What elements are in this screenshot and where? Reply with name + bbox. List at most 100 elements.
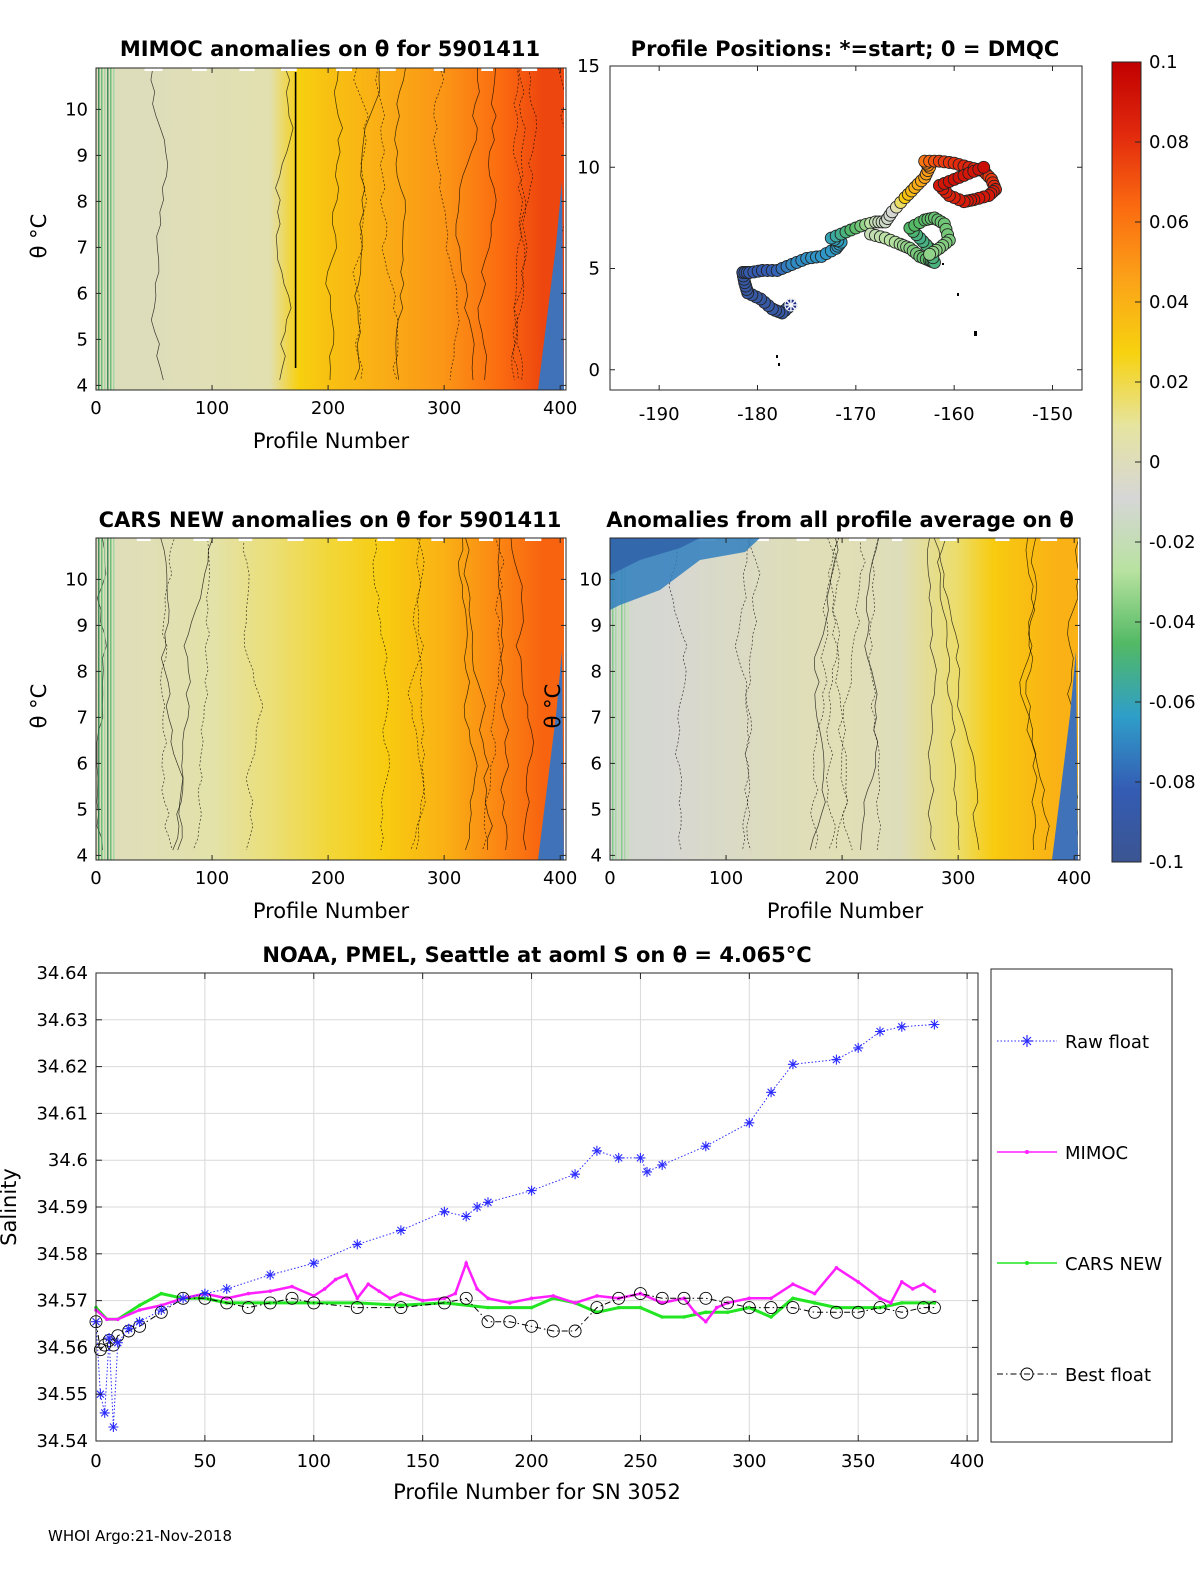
y-tick-label: 8 xyxy=(77,191,88,212)
mimoc-marker xyxy=(551,1294,556,1298)
axes-box-average xyxy=(609,537,1081,861)
top-notch xyxy=(1040,538,1058,541)
y-tick-label: 4 xyxy=(77,845,88,866)
y-tick-label: 34.56 xyxy=(36,1337,88,1358)
mimoc-marker xyxy=(812,1291,817,1296)
mimoc-marker xyxy=(399,1291,403,1296)
top-notch xyxy=(431,538,444,541)
y-tick-label: 9 xyxy=(77,615,88,636)
top-notch xyxy=(521,68,538,71)
edge-streak-left xyxy=(110,68,112,390)
raw-float-marker xyxy=(178,1293,189,1304)
mimoc-marker xyxy=(747,1296,752,1301)
best-float-marker xyxy=(829,1305,843,1319)
y-tick-label: 0 xyxy=(589,360,600,381)
mimoc-marker xyxy=(889,1301,893,1305)
top-notch xyxy=(995,538,1010,541)
best-float-marker xyxy=(655,1291,669,1305)
top-notch xyxy=(754,538,769,541)
raw-float-marker xyxy=(308,1258,319,1269)
mimoc-marker xyxy=(290,1284,294,1289)
raw-float-marker xyxy=(265,1269,276,1280)
raw-float-marker xyxy=(395,1225,406,1236)
y-tick-label: 4 xyxy=(591,845,602,866)
mimoc-marker xyxy=(475,1287,479,1291)
contour-line xyxy=(455,67,480,381)
top-notch xyxy=(479,538,494,541)
edge-streak-left xyxy=(107,538,109,860)
ylabel-salinity: Salinity xyxy=(0,1168,21,1246)
edge-streak-left xyxy=(621,538,623,860)
contour-line xyxy=(352,67,369,381)
x-tick-label: 300 xyxy=(427,868,461,889)
mimoc-marker xyxy=(116,1317,120,1322)
salinity-grid xyxy=(95,972,978,1442)
edge-streak-left xyxy=(101,538,103,860)
contour-line xyxy=(927,537,937,851)
y-tick-label: 5 xyxy=(77,329,88,350)
best-float-marker xyxy=(568,1324,582,1338)
mimoc-marker xyxy=(137,1308,142,1312)
contour-line xyxy=(809,537,839,851)
mimoc-marker xyxy=(791,1282,795,1286)
y-tick-label: 9 xyxy=(77,145,88,166)
contour-line xyxy=(860,537,883,851)
raw-float-marker xyxy=(635,1152,646,1163)
position-markers xyxy=(736,154,1002,320)
cars-marker xyxy=(769,1315,773,1319)
legend-label: CARS NEW xyxy=(1065,1254,1162,1275)
mimoc-marker xyxy=(333,1277,338,1282)
best-float-marker xyxy=(285,1291,299,1305)
colorbar-tick-label: -0.1 xyxy=(1149,852,1184,873)
contour-line xyxy=(458,537,478,851)
best-float-marker xyxy=(459,1291,473,1305)
x-tick-label: 0 xyxy=(90,398,101,419)
x-tick-label: 200 xyxy=(311,868,345,889)
best-float-marker xyxy=(873,1301,887,1315)
contour-line xyxy=(932,537,980,851)
panel-salinity-title: NOAA, PMEL, Seattle at aoml S on θ = 4.0… xyxy=(262,943,811,967)
cars-marker xyxy=(442,1301,447,1305)
best-float-marker xyxy=(895,1305,909,1319)
raw-float-marker xyxy=(112,1337,123,1348)
panel-average-anomalies: Anomalies from all profile average on θ … xyxy=(541,508,1091,923)
raw-float-marker xyxy=(642,1166,652,1177)
best-float-marker xyxy=(350,1301,364,1315)
colorbar-tick-label: 0.1 xyxy=(1149,52,1178,73)
mimoc-marker xyxy=(878,1296,882,1301)
raw-float-marker xyxy=(104,1333,115,1343)
axes-ticks-positions: -190 -180 -170 -160 -150 0 5 10 15 xyxy=(577,56,1082,425)
raw-float-marker xyxy=(108,1422,119,1432)
mimoc-marker xyxy=(856,1280,860,1284)
start-marker-star xyxy=(786,300,796,310)
legend-label: MIMOC xyxy=(1065,1143,1128,1164)
contour-line xyxy=(868,537,882,851)
y-tick-label: 6 xyxy=(77,283,88,304)
top-notch xyxy=(193,538,210,541)
axes-ticks-average: 0 100 200 300 400 4 5 6 7 8 9 10 xyxy=(579,538,1091,889)
edge-white-strip xyxy=(564,538,566,860)
raw-float-marker xyxy=(896,1021,907,1032)
edge-streak-left xyxy=(113,68,115,390)
raw-float-marker xyxy=(831,1054,842,1065)
raw-float-marker xyxy=(221,1283,232,1294)
contour-line xyxy=(242,537,264,851)
y-tick-label: 8 xyxy=(77,661,88,682)
raw-float-marker xyxy=(700,1141,711,1152)
cars-marker xyxy=(747,1305,752,1310)
top-notch xyxy=(280,68,297,71)
y-tick-label: 6 xyxy=(591,753,602,774)
heatmap-mimoc-contours xyxy=(98,67,566,390)
mimoc-marker xyxy=(508,1301,512,1305)
y-tick-label: 10 xyxy=(579,569,602,590)
y-tick-label: 34.54 xyxy=(36,1431,88,1452)
panel-mimoc-title: MIMOC anomalies on θ for 5901411 xyxy=(120,37,540,61)
y-tick-label: 10 xyxy=(65,99,88,120)
panel-mimoc-anomalies: MIMOC anomalies on θ for 5901411 0 100 200… xyxy=(27,37,577,453)
mimoc-marker xyxy=(105,1317,109,1322)
best-float-marker xyxy=(220,1296,234,1310)
mimoc-marker xyxy=(932,1289,937,1293)
best-float-marker xyxy=(546,1324,560,1338)
raw-float-marker xyxy=(853,1042,864,1053)
cars-marker xyxy=(159,1291,164,1296)
